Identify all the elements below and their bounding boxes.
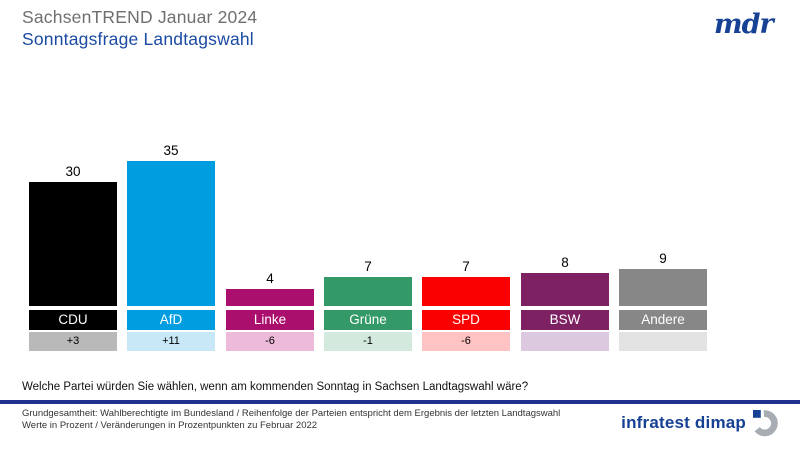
infratest-dimap-logo: infratest dimap <box>621 408 780 438</box>
bar-rect <box>619 268 707 306</box>
bar-value-label: 30 <box>65 163 81 179</box>
footnote-line2: Werte in Prozent / Veränderungen in Proz… <box>22 419 318 431</box>
bar-group-linke: 4 Linke -6 <box>226 140 314 351</box>
party-name-label: BSW <box>521 310 609 330</box>
party-name-label: Grüne <box>324 310 412 330</box>
svg-text:mdr: mdr <box>714 9 775 40</box>
survey-question: Welche Partei würden Sie wählen, wenn am… <box>22 381 529 393</box>
chart-subtitle: SachsenTREND Januar 2024 <box>22 7 258 27</box>
bar-value-label: 4 <box>266 271 274 287</box>
mdr-logo: mdr <box>714 9 776 40</box>
bar-group-bsw: 8 BSW <box>521 140 609 351</box>
bar-value-label: 8 <box>561 254 569 270</box>
party-name-label: CDU <box>29 310 117 330</box>
bar-value-label: 7 <box>364 259 372 275</box>
party-name-label: AfD <box>127 310 215 330</box>
bar-rect <box>324 277 412 306</box>
party-name-label: Linke <box>226 310 314 330</box>
bar-group-spd: 7 SPD -6 <box>422 140 510 351</box>
bar-value-label: 9 <box>659 250 667 266</box>
change-value-label: +3 <box>29 332 117 351</box>
page-title: Sonntagsfrage Landtagswahl <box>22 29 254 49</box>
divider-line <box>0 400 800 404</box>
change-value-label: -6 <box>226 332 314 351</box>
footnote-line1: Grundgesamtheit: Wahlberechtigte im Bund… <box>22 408 561 419</box>
bar-rect <box>127 161 215 306</box>
change-value-label: +11 <box>127 332 215 351</box>
change-value-label <box>521 332 609 351</box>
bar-value-label: 7 <box>462 259 470 275</box>
footnote: Grundgesamtheit: Wahlberechtigte im Bund… <box>22 408 560 431</box>
bar-value-label: 35 <box>163 143 179 159</box>
change-value-label: -6 <box>422 332 510 351</box>
infratest-dimap-logo-text: infratest dimap <box>621 413 746 432</box>
infratest-dimap-logo-icon <box>753 409 778 436</box>
bar-group-cdu: 30 CDU +3 <box>29 140 117 351</box>
bar-rect <box>422 277 510 306</box>
bar-group-andere: 9 Andere <box>619 140 707 351</box>
bar-rect <box>29 181 117 306</box>
bar-rect <box>226 289 314 306</box>
change-value-label <box>619 332 707 351</box>
bar-group-afd: 35 AfD +11 <box>127 140 215 351</box>
bar-rect <box>521 272 609 306</box>
bar-group-grüne: 7 Grüne -1 <box>324 140 412 351</box>
party-name-label: Andere <box>619 310 707 330</box>
party-name-label: SPD <box>422 310 510 330</box>
change-value-label: -1 <box>324 332 412 351</box>
